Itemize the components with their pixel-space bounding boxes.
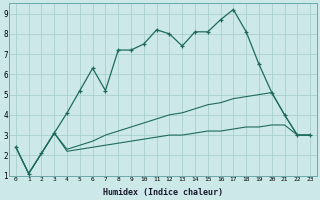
X-axis label: Humidex (Indice chaleur): Humidex (Indice chaleur) xyxy=(103,188,223,197)
